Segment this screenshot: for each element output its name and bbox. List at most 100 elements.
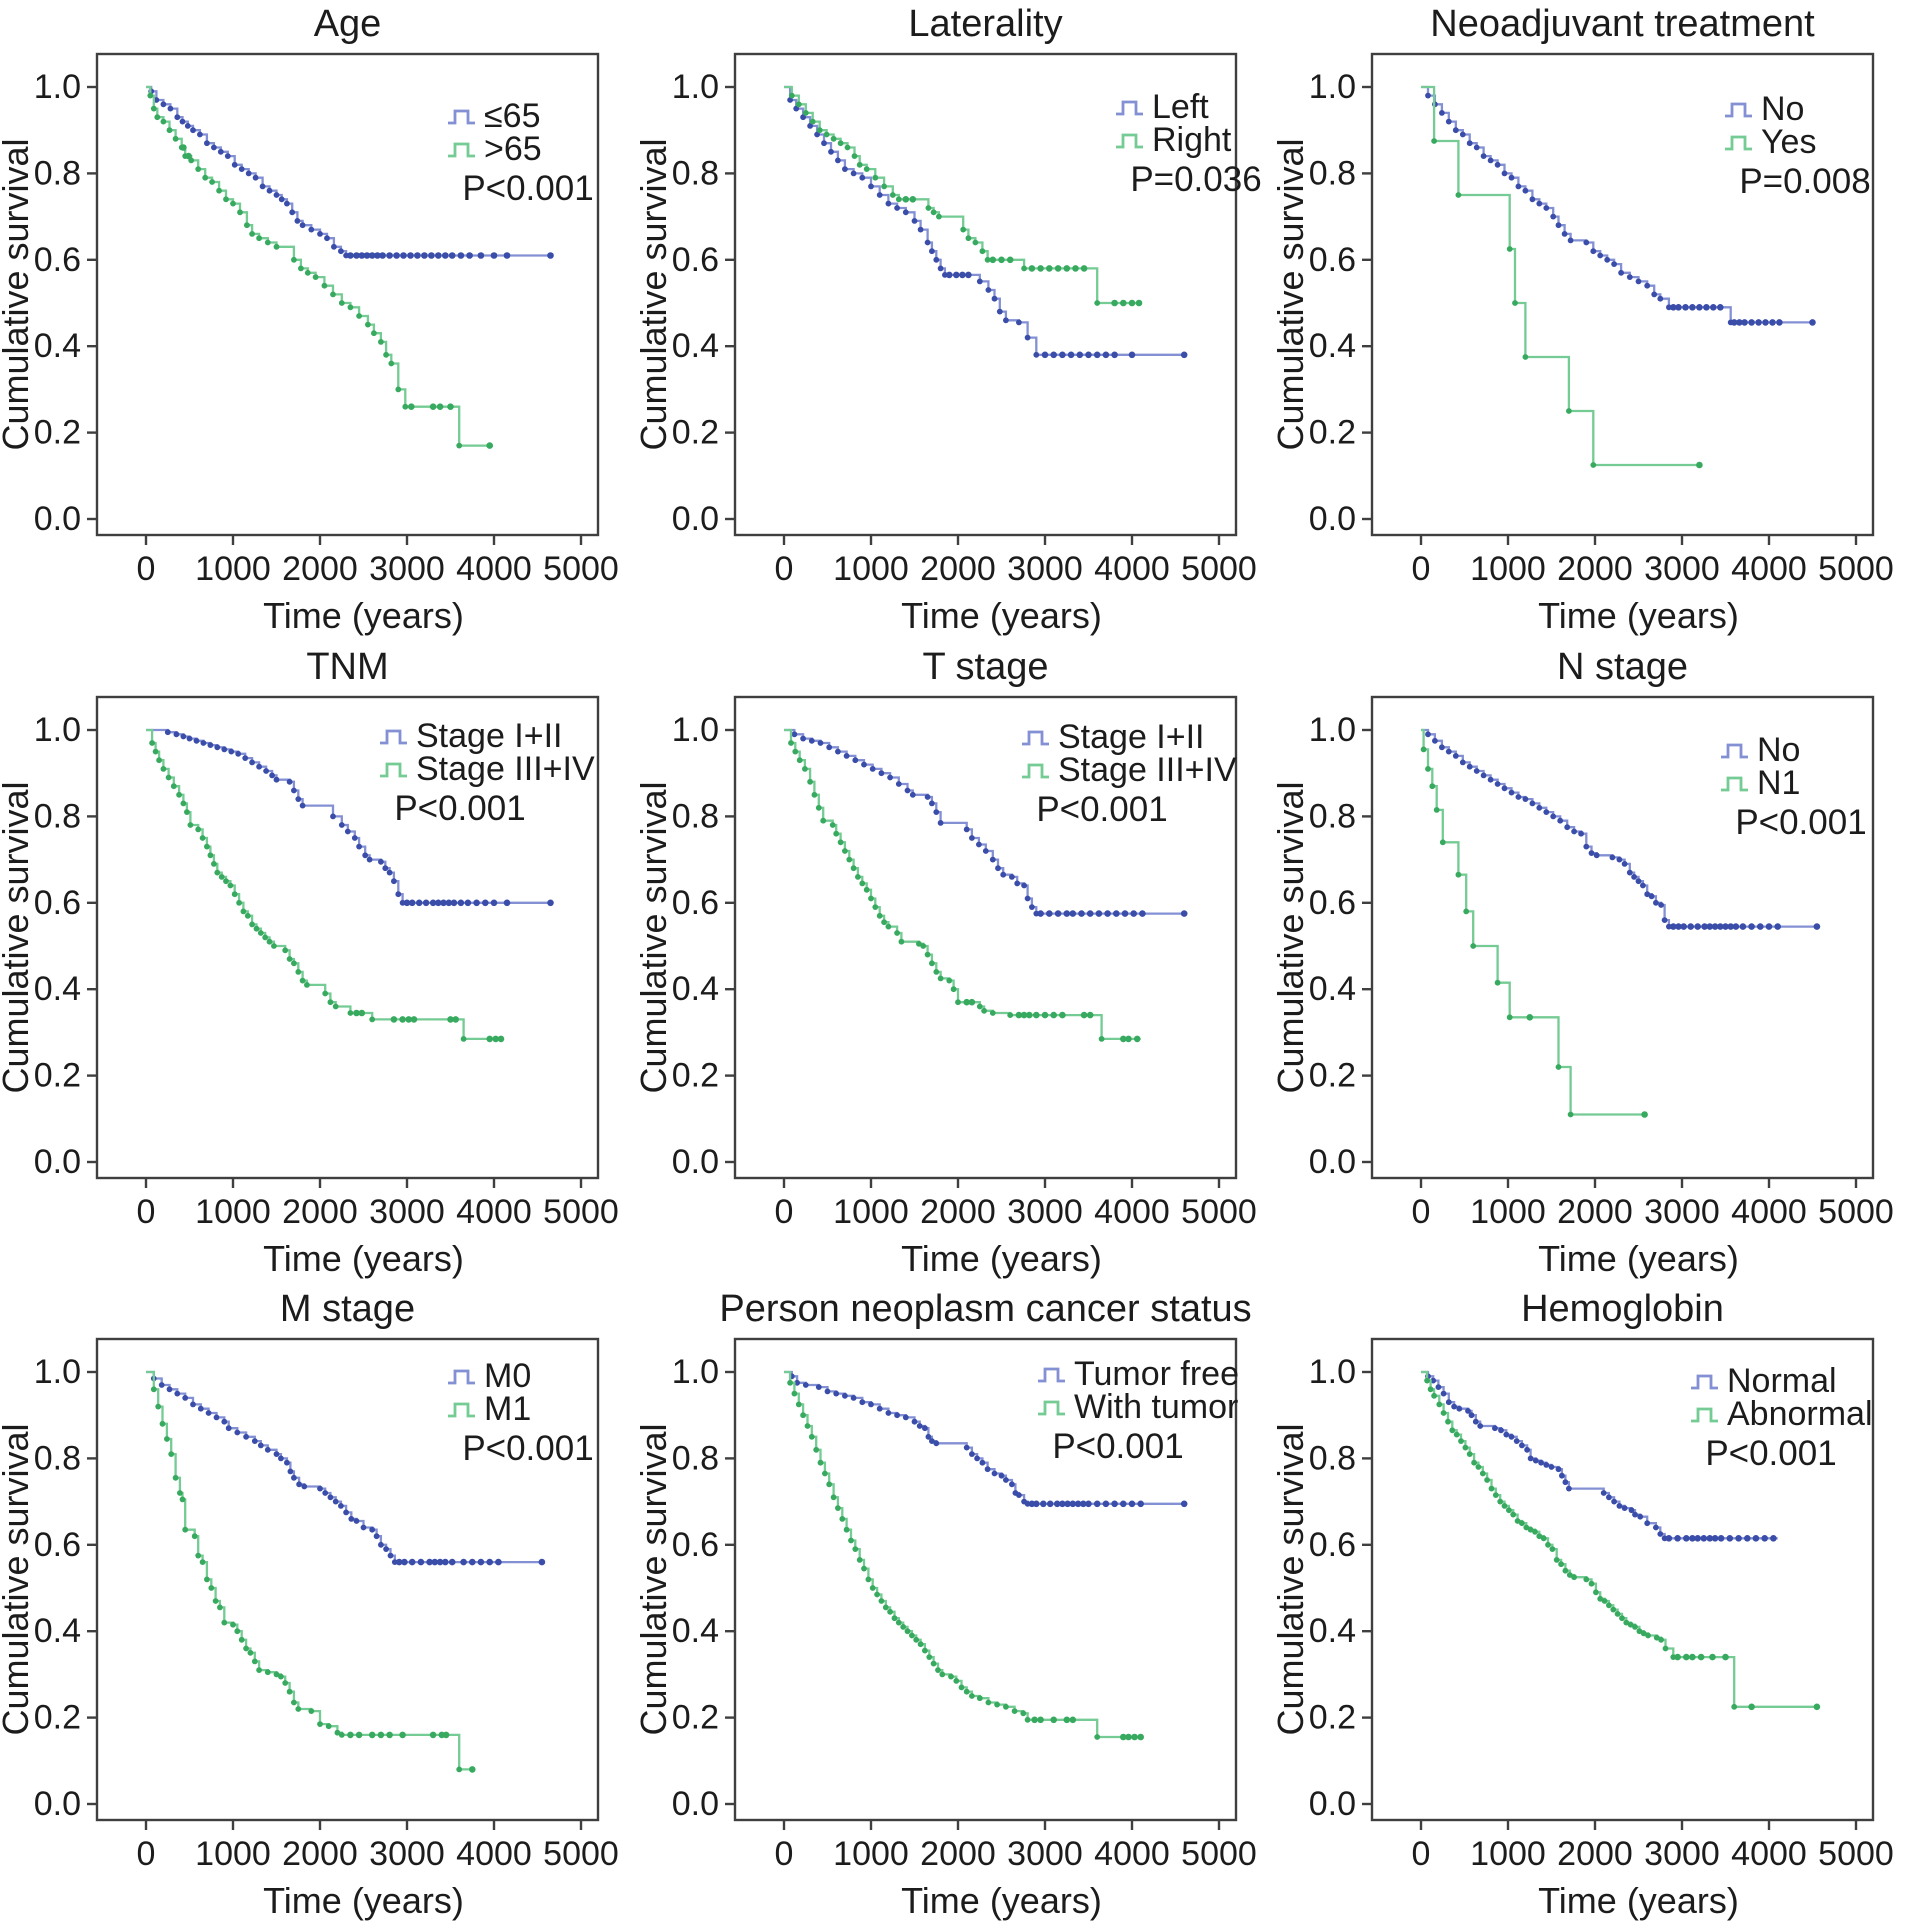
event-mark xyxy=(187,821,194,828)
event-mark xyxy=(344,828,351,834)
event-mark xyxy=(889,192,896,198)
event-mark xyxy=(843,1526,850,1533)
event-mark xyxy=(191,1533,198,1540)
event-mark xyxy=(273,1671,280,1678)
plot-box xyxy=(1370,52,1875,537)
event-mark xyxy=(1657,295,1664,302)
event-mark xyxy=(865,1576,871,1583)
event-mark xyxy=(236,899,243,906)
event-mark xyxy=(808,737,815,744)
censor-mark xyxy=(457,899,465,906)
censor-mark xyxy=(353,1009,360,1016)
event-mark xyxy=(1440,1390,1447,1397)
event-mark xyxy=(1651,291,1658,298)
censor-mark xyxy=(1694,1535,1702,1542)
event-mark xyxy=(878,769,884,776)
censor-mark xyxy=(429,899,437,906)
event-mark xyxy=(885,923,891,930)
y-tick-label: 0.0 xyxy=(34,500,81,538)
event-mark xyxy=(221,1619,228,1626)
event-mark xyxy=(205,1410,212,1417)
panel-title: Person neoplasm cancer status xyxy=(719,1288,1251,1330)
censor-mark xyxy=(436,1558,444,1566)
y-tick-label: 0.8 xyxy=(671,797,718,835)
censor-mark xyxy=(1077,909,1085,917)
event-mark xyxy=(1020,265,1027,272)
event-mark xyxy=(240,908,247,914)
y-axis-label: Cumulative survival xyxy=(633,1424,674,1736)
x-tick-label: 5000 xyxy=(1181,550,1257,588)
x-tick-label: 1000 xyxy=(1470,1835,1546,1873)
censor-mark xyxy=(1079,1500,1087,1508)
censor-mark xyxy=(400,252,407,259)
x-axis-label: Time (years) xyxy=(901,595,1102,636)
event-mark xyxy=(1011,1708,1018,1715)
event-mark xyxy=(834,1505,841,1512)
event-mark xyxy=(838,1516,845,1522)
x-tick-label: 4000 xyxy=(1731,550,1807,588)
event-mark xyxy=(976,1695,983,1702)
event-mark xyxy=(871,903,878,910)
event-mark xyxy=(924,951,931,958)
y-tick-label: 0.4 xyxy=(1309,1612,1356,1650)
event-mark xyxy=(264,1447,271,1453)
censor-mark xyxy=(1696,461,1703,469)
event-mark xyxy=(1571,828,1578,834)
censor-mark xyxy=(1032,1011,1040,1018)
event-mark xyxy=(256,763,262,770)
event-mark xyxy=(1024,1717,1031,1723)
censor-mark xyxy=(964,271,972,279)
event-mark xyxy=(199,1559,206,1566)
event-mark xyxy=(1473,1418,1479,1425)
censor-mark xyxy=(962,998,970,1006)
event-mark xyxy=(1606,1494,1612,1501)
censor-mark xyxy=(1119,299,1127,307)
event-mark xyxy=(386,869,393,876)
event-mark xyxy=(928,959,935,966)
event-mark xyxy=(197,131,203,138)
censor-mark xyxy=(410,1015,418,1023)
event-mark xyxy=(1093,300,1100,306)
legend-step-icon xyxy=(448,1402,475,1418)
censor-mark xyxy=(1069,909,1076,917)
event-mark xyxy=(1588,849,1595,856)
event-mark xyxy=(174,114,181,121)
y-tick-label: 0.8 xyxy=(34,797,81,835)
survival-curve-right xyxy=(783,85,1141,305)
event-mark xyxy=(1590,462,1597,468)
event-mark xyxy=(211,860,217,867)
event-mark xyxy=(1532,1529,1539,1535)
event-mark xyxy=(332,1003,339,1009)
x-tick-label: 0 xyxy=(137,550,156,588)
y-tick-label: 0.4 xyxy=(34,327,81,365)
y-tick-label: 0.4 xyxy=(1309,327,1356,365)
event-mark xyxy=(291,787,297,793)
event-mark xyxy=(1445,1418,1452,1425)
event-mark xyxy=(1557,817,1564,824)
event-mark xyxy=(1493,1492,1499,1499)
event-mark xyxy=(1555,1063,1562,1070)
censor-mark xyxy=(1015,1011,1022,1018)
event-mark xyxy=(858,880,865,886)
event-mark xyxy=(1456,1405,1463,1412)
panel-title: N stage xyxy=(1557,646,1688,688)
y-axis-label: Cumulative survival xyxy=(0,781,36,1093)
censor-mark xyxy=(1761,1535,1769,1542)
event-mark xyxy=(1593,1589,1599,1596)
plot-box xyxy=(733,52,1237,537)
event-mark xyxy=(256,235,262,242)
event-mark xyxy=(182,1526,189,1533)
x-tick-label: 5000 xyxy=(543,1193,619,1231)
event-mark xyxy=(1562,1567,1569,1574)
event-mark xyxy=(173,730,180,737)
censor-mark xyxy=(958,271,966,279)
censor-mark xyxy=(1706,1535,1714,1542)
event-mark xyxy=(338,300,345,306)
event-mark xyxy=(1550,213,1557,220)
legend-label: Right xyxy=(1152,121,1232,159)
legend-label: M1 xyxy=(484,1390,531,1428)
event-mark xyxy=(1497,1498,1504,1505)
censor-mark xyxy=(547,899,554,906)
event-mark xyxy=(1522,187,1529,194)
censor-mark xyxy=(1717,1535,1725,1542)
